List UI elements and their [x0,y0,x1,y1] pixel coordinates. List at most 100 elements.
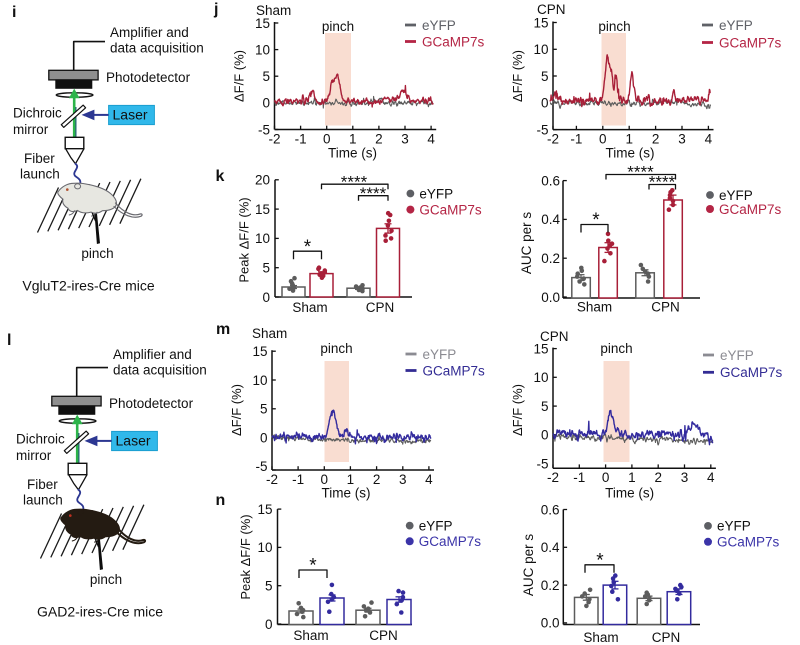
svg-text:4: 4 [425,472,433,487]
svg-text:launch: launch [20,167,60,182]
svg-text:VgluT2-ires-Cre mice: VgluT2-ires-Cre mice [22,278,154,294]
svg-text:0: 0 [599,132,607,147]
svg-text:0: 0 [265,617,273,632]
svg-text:Sham: Sham [292,300,327,315]
svg-text:0: 0 [541,428,549,443]
svg-text:*: * [596,550,604,571]
svg-text:0: 0 [602,470,610,485]
svg-text:CPN: CPN [651,300,680,315]
svg-text:3: 3 [681,470,689,485]
svg-text:ΔF/F (%): ΔF/F (%) [510,384,525,436]
svg-text:eYFP: eYFP [422,18,456,33]
svg-text:0: 0 [260,430,268,445]
svg-text:5: 5 [541,399,549,414]
svg-text:4: 4 [707,470,715,485]
svg-text:15: 15 [533,341,548,356]
svg-text:GCaMP7s: GCaMP7s [422,34,485,49]
svg-text:eYFP: eYFP [419,518,453,533]
svg-text:0: 0 [323,132,331,147]
svg-text:10: 10 [257,540,272,555]
svg-text:pinch: pinch [81,246,113,261]
svg-text:4: 4 [705,132,713,147]
svg-text:*: * [309,556,317,577]
svg-text:Dichroic: Dichroic [13,106,62,121]
svg-text:3: 3 [678,132,686,147]
svg-text:15: 15 [257,502,272,517]
svg-text:0: 0 [541,96,549,111]
svg-text:3: 3 [401,132,409,147]
svg-text:eYFP: eYFP [717,519,751,534]
svg-text:eYFP: eYFP [423,347,457,362]
svg-text:pinch: pinch [320,341,352,356]
svg-text:-2: -2 [547,470,559,485]
svg-text:pinch: pinch [600,341,632,356]
svg-text:j: j [213,1,218,18]
svg-text:Fiber: Fiber [27,477,58,492]
svg-text:GCaMP7s: GCaMP7s [720,365,783,380]
svg-text:15: 15 [533,15,548,30]
svg-text:Laser: Laser [116,433,151,449]
svg-text:*: * [304,237,312,258]
svg-text:10: 10 [533,42,548,57]
svg-text:-5: -5 [258,122,270,137]
svg-text:data acquisition: data acquisition [113,363,207,378]
svg-text:CPN: CPN [369,628,398,643]
svg-text:-1: -1 [292,472,304,487]
svg-text:Photodetector: Photodetector [106,70,191,85]
svg-text:launch: launch [23,493,63,508]
svg-text:0.6: 0.6 [541,502,560,517]
svg-text:GAD2-ires-Cre mice: GAD2-ires-Cre mice [37,604,163,620]
svg-text:10: 10 [255,231,270,246]
svg-text:1: 1 [347,472,355,487]
svg-text:Sham: Sham [577,300,612,315]
svg-text:****: **** [341,172,368,191]
svg-text:10: 10 [533,370,548,385]
svg-text:-1: -1 [573,470,585,485]
svg-text:GCaMP7s: GCaMP7s [719,35,782,50]
svg-text:Sham: Sham [293,628,328,643]
svg-text:0.0: 0.0 [541,616,560,631]
svg-text:AUC per s: AUC per s [521,534,536,597]
svg-text:-1: -1 [295,132,307,147]
svg-text:Peak ΔF/F (%): Peak ΔF/F (%) [237,197,252,282]
svg-text:-2: -2 [547,132,559,147]
svg-text:0: 0 [321,472,329,487]
svg-text:Peak ΔF/F (%): Peak ΔF/F (%) [238,514,253,599]
svg-text:-2: -2 [266,472,278,487]
svg-text:k: k [216,168,225,185]
svg-text:0.0: 0.0 [541,290,560,305]
svg-text:Amplifier and: Amplifier and [113,347,192,362]
svg-text:GCaMP7s: GCaMP7s [717,535,780,550]
svg-text:Time (s): Time (s) [606,146,655,161]
svg-text:1: 1 [349,132,357,147]
svg-text:pinch: pinch [322,19,354,34]
svg-text:0.6: 0.6 [541,173,560,188]
svg-text:CPN: CPN [366,300,395,315]
svg-text:1: 1 [628,470,636,485]
svg-text:CPN: CPN [537,2,566,17]
svg-text:GCaMP7s: GCaMP7s [423,363,486,378]
svg-text:Sham: Sham [256,3,291,18]
svg-text:Sham: Sham [252,326,287,341]
svg-text:eYFP: eYFP [719,188,753,203]
svg-text:pinch: pinch [598,19,630,34]
svg-text:Fiber: Fiber [24,151,55,166]
svg-text:Dichroic: Dichroic [16,432,65,447]
svg-text:0.2: 0.2 [541,251,560,266]
svg-text:l: l [7,332,11,349]
svg-text:0: 0 [262,96,270,111]
svg-text:-5: -5 [536,122,548,137]
svg-text:0.4: 0.4 [541,212,560,227]
svg-text:2: 2 [373,472,381,487]
svg-text:-5: -5 [255,459,267,474]
svg-text:ΔF/F (%): ΔF/F (%) [510,50,525,102]
svg-text:****: **** [649,173,676,192]
svg-text:10: 10 [255,42,270,57]
svg-text:*: * [592,210,600,231]
svg-text:3: 3 [399,472,407,487]
svg-text:i: i [12,4,16,21]
svg-text:5: 5 [260,402,268,417]
svg-text:-1: -1 [570,132,582,147]
svg-text:Laser: Laser [113,107,148,123]
svg-text:AUC per s: AUC per s [519,212,534,275]
